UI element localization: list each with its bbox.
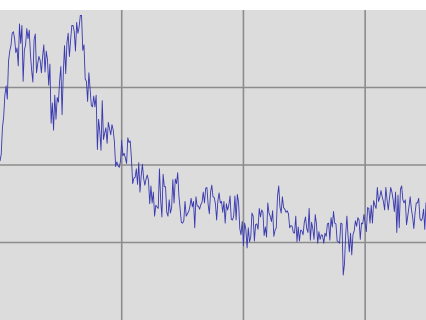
series-layer xyxy=(0,14,426,276)
grid-lines xyxy=(0,10,426,320)
series-line-1 xyxy=(0,14,426,276)
